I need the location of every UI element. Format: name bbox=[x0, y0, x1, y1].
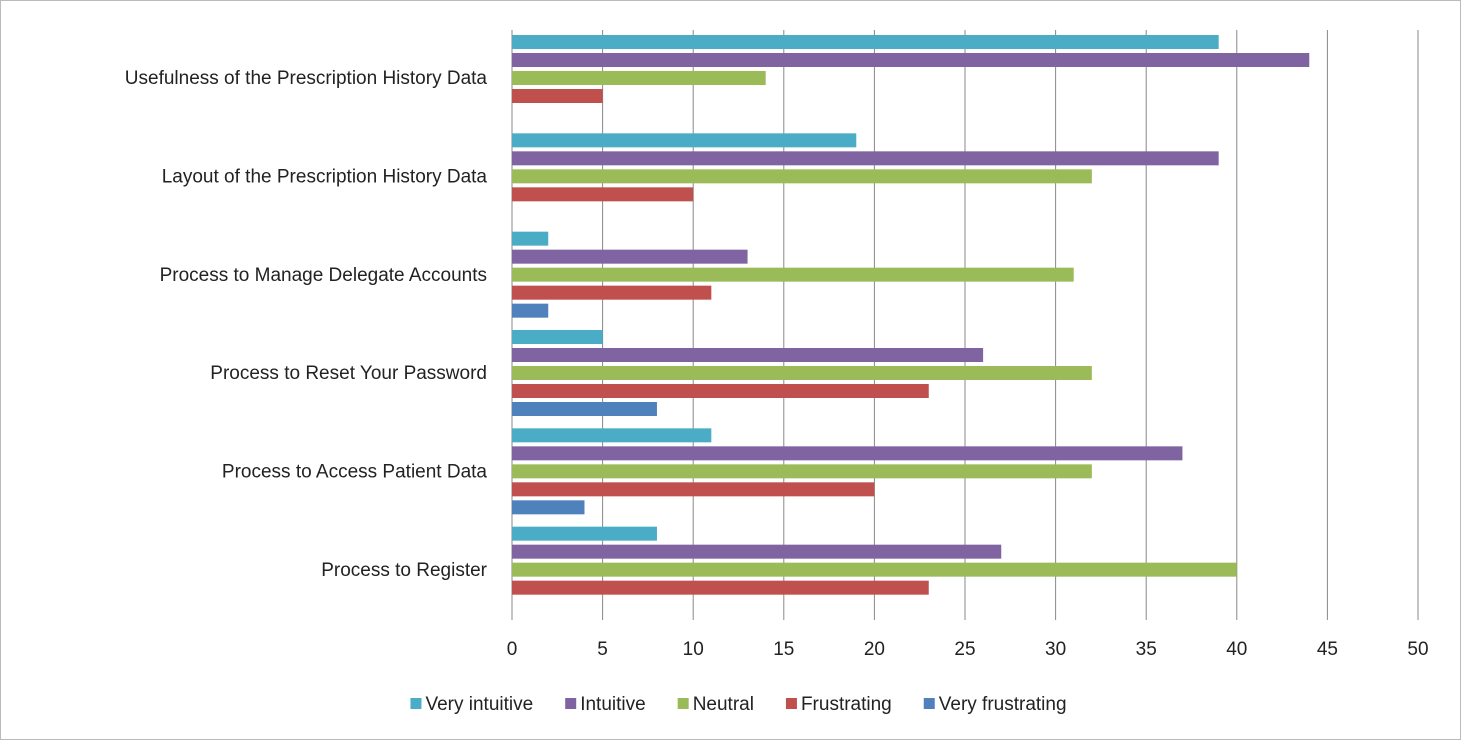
bar bbox=[512, 249, 748, 264]
bar bbox=[512, 330, 603, 344]
y-tick-label: Process to Reset Your Password bbox=[210, 363, 487, 384]
bar bbox=[512, 187, 694, 202]
bar bbox=[512, 169, 1092, 184]
y-tick-label: Process to Manage Delegate Accounts bbox=[160, 265, 487, 286]
bar bbox=[512, 303, 549, 318]
bar bbox=[512, 366, 1092, 380]
bar bbox=[512, 151, 1219, 166]
legend-label: Very intuitive bbox=[425, 694, 533, 715]
x-tick-label: 45 bbox=[1317, 639, 1338, 660]
x-tick-label: 5 bbox=[597, 639, 608, 660]
bar bbox=[512, 133, 857, 148]
y-tick-label: Process to Register bbox=[321, 560, 487, 581]
bar bbox=[512, 89, 603, 103]
bar bbox=[512, 428, 712, 443]
x-tick-label: 10 bbox=[683, 639, 704, 660]
bar bbox=[512, 35, 1219, 49]
bar bbox=[512, 384, 929, 398]
legend-swatch bbox=[677, 698, 689, 709]
legend-swatch bbox=[410, 698, 422, 709]
legend-label: Frustrating bbox=[801, 694, 892, 715]
bar bbox=[512, 285, 712, 300]
bar bbox=[512, 446, 1183, 461]
bar bbox=[512, 482, 875, 497]
y-tick-label: Process to Access Patient Data bbox=[222, 462, 488, 483]
legend-swatch bbox=[923, 698, 935, 709]
bar bbox=[512, 526, 657, 541]
x-tick-label: 30 bbox=[1045, 639, 1066, 660]
legend-label: Neutral bbox=[693, 694, 754, 715]
bar bbox=[512, 580, 929, 595]
bar bbox=[512, 562, 1237, 577]
x-tick-label: 25 bbox=[954, 639, 975, 660]
bar bbox=[512, 544, 1002, 559]
x-tick-label: 40 bbox=[1226, 639, 1247, 660]
bar bbox=[512, 53, 1310, 67]
bar bbox=[512, 402, 657, 416]
legend-swatch bbox=[785, 698, 797, 709]
bar bbox=[512, 500, 585, 515]
legend-swatch bbox=[565, 698, 577, 709]
x-tick-label: 15 bbox=[773, 639, 794, 660]
x-tick-label: 35 bbox=[1136, 639, 1157, 660]
bar bbox=[512, 71, 766, 85]
bar bbox=[512, 267, 1074, 282]
bar bbox=[512, 348, 984, 362]
x-tick-label: 20 bbox=[864, 639, 885, 660]
x-tick-label: 0 bbox=[507, 639, 518, 660]
legend-label: Very frustrating bbox=[939, 694, 1067, 715]
y-tick-label: Usefulness of the Prescription History D… bbox=[125, 68, 488, 89]
bar bbox=[512, 231, 549, 246]
legend-label: Intuitive bbox=[580, 694, 645, 715]
bar bbox=[512, 464, 1092, 479]
x-tick-label: 50 bbox=[1407, 639, 1428, 660]
y-tick-label: Layout of the Prescription History Data bbox=[162, 167, 488, 188]
